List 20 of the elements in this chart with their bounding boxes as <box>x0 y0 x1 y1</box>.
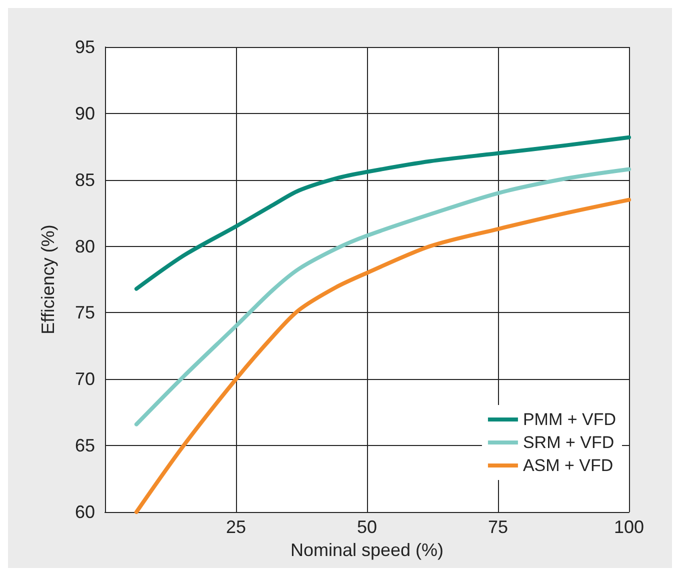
y-tick-label: 95 <box>74 37 95 57</box>
y-tick-label: 75 <box>74 302 95 323</box>
legend-label: PMM + VFD <box>522 410 616 429</box>
y-tick-label: 80 <box>74 236 95 256</box>
y-tick-label: 90 <box>74 103 95 124</box>
line-series <box>134 135 631 291</box>
x-tick-label: 25 <box>226 517 246 537</box>
x-tick-label: 100 <box>614 517 644 537</box>
y-tick-label: 85 <box>74 170 95 190</box>
x-tick-label: 75 <box>488 517 508 537</box>
y-axis-title: Efficiency (%) <box>38 224 58 334</box>
line-series <box>134 167 631 426</box>
x-axis-title: Nominal speed (%) <box>290 540 444 560</box>
legend-label: SRM + VFD <box>522 433 614 452</box>
y-tick-label: 65 <box>74 436 95 456</box>
y-tick-label: 70 <box>74 369 95 390</box>
legend-label: ASM + VFD <box>522 456 614 475</box>
x-tick-label: 50 <box>356 517 378 537</box>
y-tick-label: 60 <box>74 502 95 522</box>
line-series <box>134 198 631 514</box>
